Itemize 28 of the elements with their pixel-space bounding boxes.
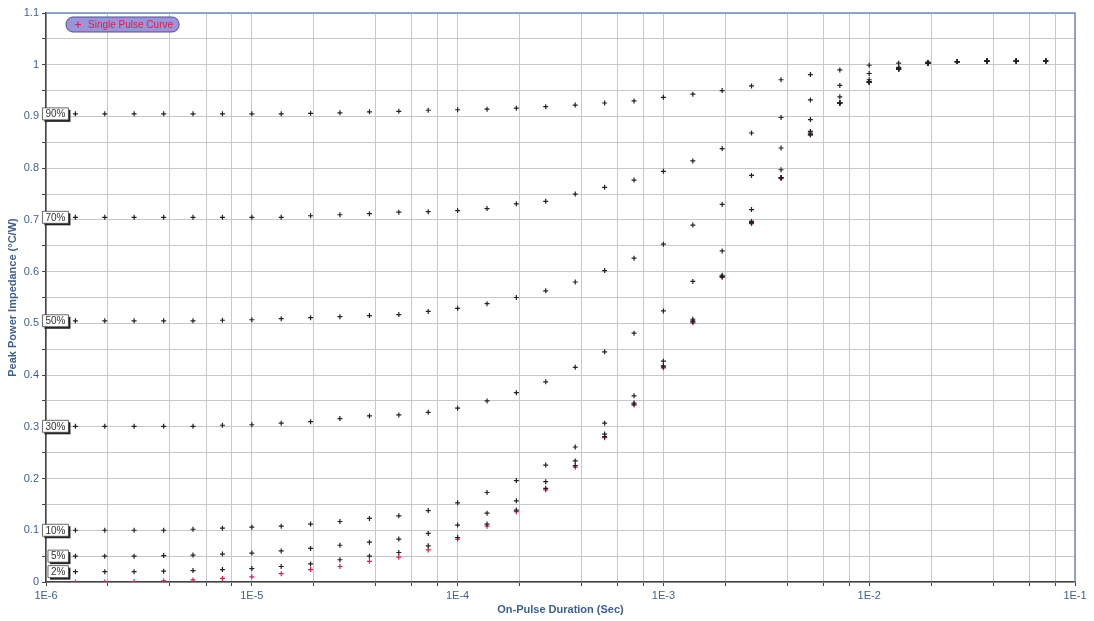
x-tick-label: 1E-2 xyxy=(857,588,881,601)
x-tick-label: 1E-5 xyxy=(240,588,264,601)
y-tick-label: 1.1 xyxy=(23,6,39,19)
x-tick-label: 1E-3 xyxy=(651,588,676,601)
legend-label: Single Pulse Curve xyxy=(88,18,174,30)
annotation: 30% xyxy=(45,420,66,432)
annotation: 2% xyxy=(50,565,66,577)
annotation: 5% xyxy=(50,550,66,562)
y-tick-label: 0 xyxy=(32,575,39,588)
y-tick-label: 0.5 xyxy=(23,316,39,329)
y-tick-label: 1 xyxy=(32,57,39,70)
annotation: 10% xyxy=(45,524,66,536)
y-tick-label: 0.3 xyxy=(23,419,39,432)
y-tick-label: 0.9 xyxy=(23,109,39,122)
y-axis-title: Peak Power Impedance (°C/W) xyxy=(5,217,18,377)
x-tick-label: 1E-6 xyxy=(34,588,58,601)
x-tick-label: 1E-4 xyxy=(445,588,470,601)
y-tick-label: 0.8 xyxy=(23,161,39,174)
y-tick-label: 0.1 xyxy=(23,523,39,536)
annotation: 50% xyxy=(45,315,66,327)
y-tick-label: 0.4 xyxy=(23,368,39,381)
y-tick-label: 0.6 xyxy=(23,264,39,277)
annotation: 90% xyxy=(45,108,66,120)
x-axis-title: On-Pulse Duration (Sec) xyxy=(497,603,625,616)
annotation: 70% xyxy=(45,211,66,223)
y-tick-label: 0.2 xyxy=(23,471,39,484)
x-tick-label: 1E-1 xyxy=(1063,588,1087,601)
y-tick-label: 0.7 xyxy=(23,212,39,225)
